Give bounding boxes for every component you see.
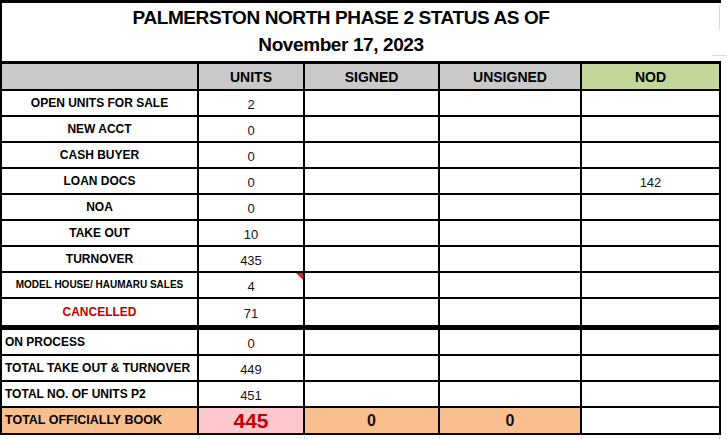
nod-cell[interactable] (582, 356, 721, 382)
units-cell[interactable]: 435 (199, 247, 305, 273)
table-row-turnover: TURNOVER 435 (2, 247, 721, 273)
signed-cell[interactable] (305, 247, 440, 273)
signed-cell[interactable] (305, 117, 440, 143)
row-label[interactable]: CANCELLED (2, 299, 199, 325)
unsigned-cell[interactable] (440, 247, 582, 273)
units-cell[interactable]: 4 (199, 273, 305, 299)
header-signed[interactable]: SIGNED (305, 64, 440, 91)
table-row-on-process: ON PROCESS 0 (2, 330, 721, 356)
gridline (712, 55, 727, 56)
table-row-model-house: MODEL HOUSE/ HAUMARU SALES 4 (2, 273, 721, 299)
header-unsigned[interactable]: UNSIGNED (440, 64, 582, 91)
unsigned-cell[interactable] (440, 195, 582, 221)
nod-cell[interactable] (582, 382, 721, 408)
signed-cell[interactable] (305, 273, 440, 299)
header-units[interactable]: UNITS (199, 64, 305, 91)
row-label[interactable]: CASH BUYER (2, 143, 199, 169)
unsigned-cell[interactable] (440, 356, 582, 382)
nod-cell[interactable] (582, 330, 721, 356)
unsigned-cell[interactable] (440, 273, 582, 299)
row-label[interactable]: NOA (2, 195, 199, 221)
table-row-loan-docs: LOAN DOCS 0 142 (2, 169, 721, 195)
row-label[interactable]: ON PROCESS (2, 330, 199, 356)
row-label[interactable]: MODEL HOUSE/ HAUMARU SALES (2, 273, 199, 299)
table-row-cancelled: CANCELLED 71 (2, 299, 721, 325)
units-cell[interactable]: 451 (199, 382, 305, 408)
title-wrap2: November 17, 2023 (2, 34, 680, 57)
row-label[interactable]: TOTAL OFFICIALLY BOOK (2, 408, 199, 435)
units-cell[interactable]: 0 (199, 169, 305, 195)
table-row-total-officially-book: TOTAL OFFICIALLY BOOK 445 0 0 (2, 408, 721, 435)
nod-cell-total[interactable] (582, 408, 721, 435)
nod-cell[interactable] (582, 299, 721, 325)
signed-cell-total[interactable]: 0 (305, 408, 440, 435)
nod-cell[interactable] (582, 247, 721, 273)
units-cell[interactable]: 0 (199, 330, 305, 356)
nod-cell[interactable]: 142 (582, 169, 721, 195)
page-title-line2: November 17, 2023 (2, 34, 680, 57)
row-label[interactable]: TAKE OUT (2, 221, 199, 247)
table-row-cash-buyer: CASH BUYER 0 (2, 143, 721, 169)
unsigned-cell-total[interactable]: 0 (440, 408, 582, 435)
units-cell-total[interactable]: 445 (199, 408, 305, 435)
row-label[interactable]: TOTAL NO. OF UNITS P2 (2, 382, 199, 408)
spreadsheet-view: PALMERSTON NORTH PHASE 2 STATUS AS OF No… (0, 0, 727, 439)
signed-cell[interactable] (305, 382, 440, 408)
units-cell[interactable]: 0 (199, 195, 305, 221)
unsigned-cell[interactable] (440, 169, 582, 195)
units-cell[interactable]: 0 (199, 143, 305, 169)
header-nod[interactable]: NOD (582, 64, 721, 91)
row-label[interactable]: TOTAL TAKE OUT & TURNOVER (2, 356, 199, 382)
signed-cell[interactable] (305, 143, 440, 169)
status-table: PALMERSTON NORTH PHASE 2 STATUS AS OF No… (0, 0, 721, 435)
title-wrap: PALMERSTON NORTH PHASE 2 STATUS AS OF (2, 7, 680, 30)
unsigned-cell[interactable] (440, 91, 582, 117)
unsigned-cell[interactable] (440, 117, 582, 143)
units-cell[interactable]: 449 (199, 356, 305, 382)
row-label[interactable]: TURNOVER (2, 247, 199, 273)
signed-cell[interactable] (305, 169, 440, 195)
title-cell[interactable]: PALMERSTON NORTH PHASE 2 STATUS AS OF No… (2, 3, 721, 64)
nod-cell[interactable] (582, 195, 721, 221)
table-row-noa: NOA 0 (2, 195, 721, 221)
units-cell[interactable]: 2 (199, 91, 305, 117)
unsigned-cell[interactable] (440, 143, 582, 169)
signed-cell[interactable] (305, 91, 440, 117)
header-blank-cell[interactable] (2, 64, 199, 91)
nod-cell[interactable] (582, 117, 721, 143)
nod-cell[interactable] (582, 273, 721, 299)
units-cell[interactable]: 71 (199, 299, 305, 325)
unsigned-cell[interactable] (440, 299, 582, 325)
nod-cell[interactable] (582, 91, 721, 117)
header-row: UNITS SIGNED UNSIGNED NOD (2, 64, 721, 91)
table-row-open-units: OPEN UNITS FOR SALE 2 (2, 91, 721, 117)
table-row-new-acct: NEW ACCT 0 (2, 117, 721, 143)
signed-cell[interactable] (305, 356, 440, 382)
unsigned-cell[interactable] (440, 330, 582, 356)
units-cell[interactable]: 10 (199, 221, 305, 247)
row-label[interactable]: NEW ACCT (2, 117, 199, 143)
row-label[interactable]: OPEN UNITS FOR SALE (2, 91, 199, 117)
row-label[interactable]: LOAN DOCS (2, 169, 199, 195)
signed-cell[interactable] (305, 221, 440, 247)
signed-cell[interactable] (305, 195, 440, 221)
table-row-total-takeout-turnover: TOTAL TAKE OUT & TURNOVER 449 (2, 356, 721, 382)
unsigned-cell[interactable] (440, 382, 582, 408)
unsigned-cell[interactable] (440, 221, 582, 247)
gridline (719, 5, 720, 30)
table-row-take-out: TAKE OUT 10 (2, 221, 721, 247)
units-cell[interactable]: 0 (199, 117, 305, 143)
comment-indicator-icon[interactable] (296, 273, 303, 280)
signed-cell[interactable] (305, 299, 440, 325)
nod-cell[interactable] (582, 221, 721, 247)
nod-cell[interactable] (582, 143, 721, 169)
table-row-total-units-p2: TOTAL NO. OF UNITS P2 451 (2, 382, 721, 408)
signed-cell[interactable] (305, 330, 440, 356)
page-title-line1: PALMERSTON NORTH PHASE 2 STATUS AS OF (2, 7, 680, 30)
